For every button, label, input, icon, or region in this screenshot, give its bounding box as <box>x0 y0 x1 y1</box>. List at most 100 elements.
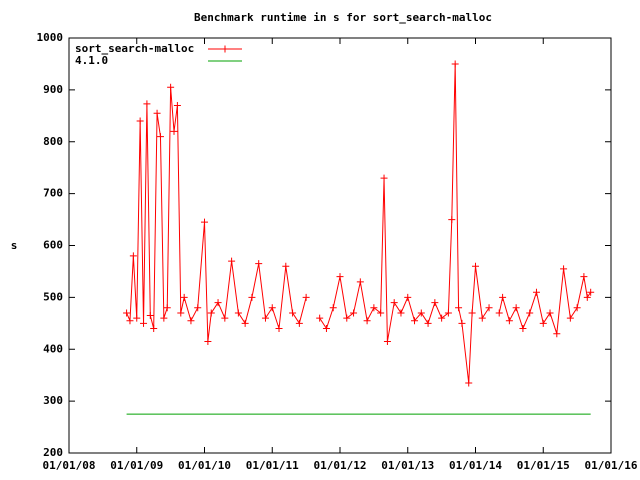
x-tick-label: 01/01/15 <box>517 459 570 472</box>
point-marker <box>512 304 520 312</box>
point-marker <box>329 304 337 312</box>
point-marker <box>485 304 493 312</box>
point-marker <box>140 319 148 327</box>
point-marker <box>526 309 534 317</box>
point-marker <box>204 337 212 345</box>
point-marker <box>289 309 297 317</box>
x-tick-label: 01/01/09 <box>110 459 163 472</box>
y-tick-label: 800 <box>43 135 63 148</box>
point-marker <box>356 278 364 286</box>
x-tick-label: 01/01/11 <box>246 459 299 472</box>
point-marker <box>455 304 463 312</box>
point-marker <box>499 293 507 301</box>
legend-label: 4.1.0 <box>75 54 108 67</box>
point-marker <box>495 309 503 317</box>
point-marker <box>143 100 151 108</box>
point-marker <box>444 309 452 317</box>
y-tick-label: 300 <box>43 394 63 407</box>
y-tick-label: 900 <box>43 83 63 96</box>
point-marker <box>133 314 141 322</box>
point-marker <box>295 319 303 327</box>
point-marker <box>519 325 527 332</box>
point-marker <box>505 317 513 325</box>
x-tick-label: 01/01/08 <box>43 459 96 472</box>
y-tick-label: 400 <box>43 342 63 355</box>
point-marker <box>221 314 229 322</box>
point-marker <box>411 317 419 325</box>
point-marker <box>468 309 476 317</box>
legend-marker <box>221 45 229 53</box>
point-marker <box>150 325 158 332</box>
point-marker <box>214 299 222 307</box>
point-marker <box>377 309 385 317</box>
x-tick-label: 01/01/14 <box>449 459 502 472</box>
x-tick-label: 01/01/13 <box>381 459 434 472</box>
chart-title: Benchmark runtime in s for sort_search-m… <box>194 11 492 24</box>
y-tick-label: 1000 <box>37 31 64 44</box>
point-marker <box>194 304 202 312</box>
point-marker <box>156 133 164 141</box>
point-marker <box>404 293 412 301</box>
point-marker <box>546 309 554 317</box>
point-marker <box>275 325 283 332</box>
point-marker <box>322 325 330 332</box>
y-axis-label: s <box>11 239 18 252</box>
point-marker <box>146 312 154 320</box>
point-marker <box>438 314 446 322</box>
x-tick-label: 01/01/10 <box>178 459 231 472</box>
point-marker <box>380 174 388 182</box>
y-tick-label: 200 <box>43 446 63 459</box>
point-marker <box>573 304 581 312</box>
point-marker <box>451 60 459 68</box>
point-marker <box>343 314 351 322</box>
point-marker <box>560 265 568 273</box>
point-marker <box>129 252 137 260</box>
point-marker <box>539 319 547 327</box>
point-marker <box>160 314 168 322</box>
point-marker <box>580 273 588 281</box>
point-marker <box>123 309 131 317</box>
point-marker <box>248 293 256 301</box>
point-marker <box>458 319 466 327</box>
point-marker <box>201 218 208 226</box>
point-marker <box>173 101 181 109</box>
point-marker <box>472 262 479 270</box>
point-marker <box>302 293 310 301</box>
point-marker <box>153 109 161 117</box>
point-marker <box>282 262 290 270</box>
point-marker <box>370 304 378 312</box>
point-marker <box>478 314 486 322</box>
y-tick-label: 700 <box>43 187 63 200</box>
point-marker <box>532 288 540 296</box>
point-marker <box>448 216 456 224</box>
point-marker <box>187 317 195 325</box>
point-marker <box>465 379 473 387</box>
point-marker <box>207 309 215 317</box>
point-marker <box>383 337 391 345</box>
point-marker <box>268 304 276 312</box>
point-marker <box>228 257 236 265</box>
point-marker <box>397 309 405 317</box>
point-marker <box>136 117 144 125</box>
y-tick-label: 500 <box>43 290 63 303</box>
point-marker <box>316 314 324 322</box>
point-marker <box>583 293 591 301</box>
point-marker <box>167 83 175 91</box>
point-marker <box>553 330 561 338</box>
y-tick-label: 600 <box>43 239 63 252</box>
point-marker <box>566 314 574 322</box>
point-marker <box>170 127 178 135</box>
point-marker <box>363 317 371 325</box>
point-marker <box>261 314 269 322</box>
point-marker <box>177 309 185 317</box>
x-tick-label: 01/01/16 <box>585 459 638 472</box>
point-marker <box>255 260 263 268</box>
point-marker <box>163 304 171 312</box>
point-marker <box>336 273 344 281</box>
point-marker <box>424 319 432 327</box>
point-marker <box>180 293 188 301</box>
point-marker <box>587 288 595 296</box>
point-marker <box>417 309 425 317</box>
